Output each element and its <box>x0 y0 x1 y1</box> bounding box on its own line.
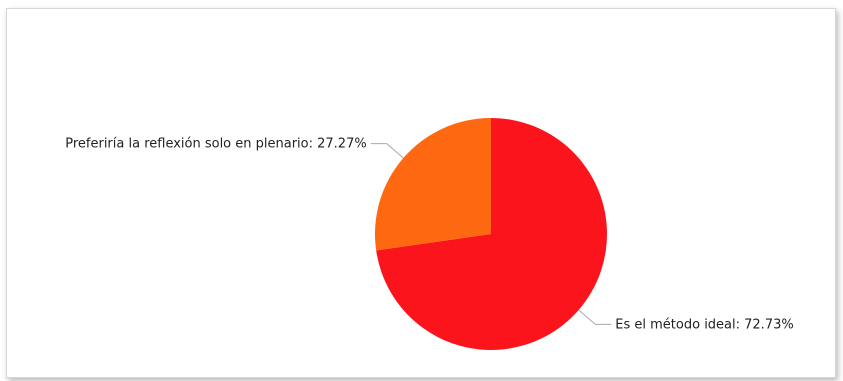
leader-line-metodo-ideal <box>578 309 612 325</box>
slice-label-reflexion-plenario: Preferiría la reflexión solo en plenario… <box>65 137 366 152</box>
pie-chart: Es el método ideal: 72.73% Preferiría la… <box>65 118 794 350</box>
leader-line-reflexion-plenario <box>370 143 404 159</box>
chart-panel: Es el método ideal: 72.73% Preferiría la… <box>6 8 836 378</box>
pie-slice-reflexion-plenario <box>375 118 491 251</box>
pie-slice-metodo-ideal <box>376 118 607 350</box>
slice-label-metodo-ideal: Es el método ideal: 72.73% <box>615 317 793 332</box>
